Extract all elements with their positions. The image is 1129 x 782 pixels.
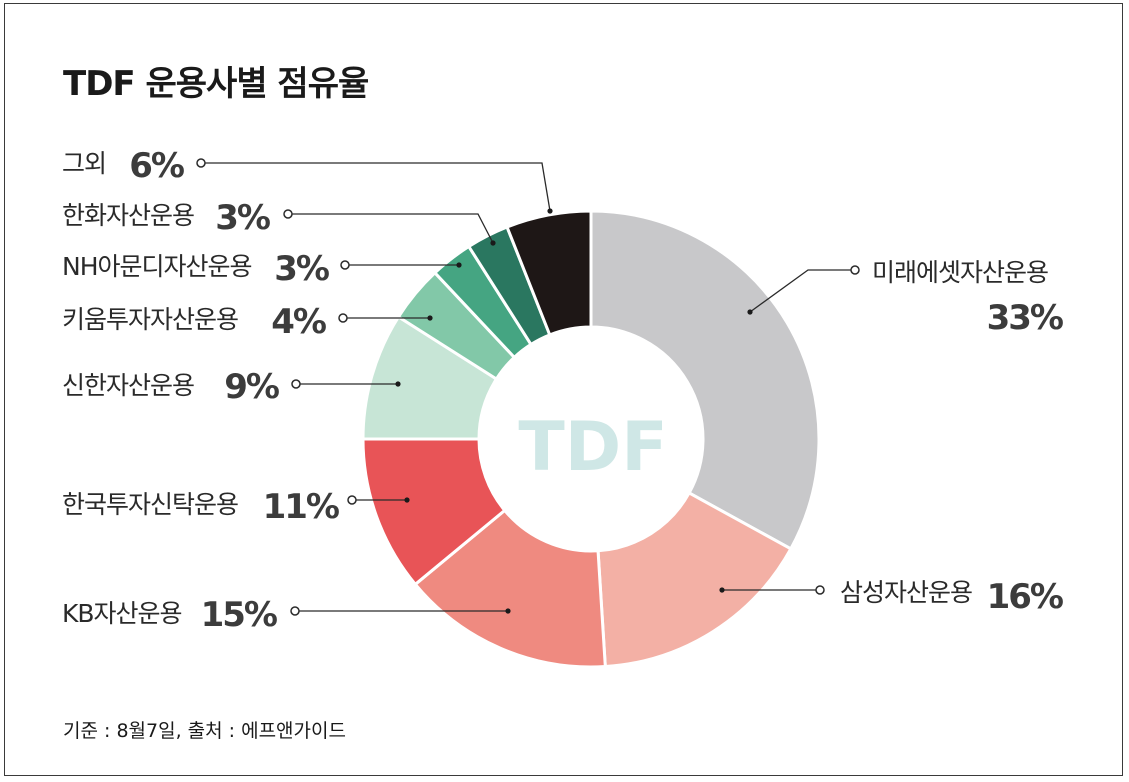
leader-end-3 (347, 495, 357, 505)
leader-anchor-6 (456, 262, 462, 268)
slice-value-7: 3% (215, 198, 270, 238)
leader-anchor-1 (719, 587, 725, 593)
slice-value-2: 15% (201, 595, 277, 635)
leader-anchor-0 (747, 309, 753, 315)
center-label: TDF (518, 408, 667, 487)
source-note: 기준 : 8월7일, 출처 : 에프앤가이드 (63, 720, 346, 742)
slice-8 (505, 209, 593, 337)
slice-label-0: 미래에셋자산운용 (872, 258, 1048, 287)
slice-value-6: 3% (274, 249, 329, 289)
leader-lines (196, 158, 860, 616)
leader-anchor-3 (404, 497, 410, 503)
slice-value-4: 9% (224, 367, 279, 407)
slice-label-3: 한국투자신탁운용 (62, 490, 238, 519)
leader-end-5 (338, 313, 348, 323)
slice-value-5: 4% (271, 302, 326, 342)
leader-end-1 (815, 585, 825, 595)
leader-anchor-5 (427, 315, 433, 321)
leader-end-6 (340, 260, 350, 270)
slice-1 (596, 490, 793, 669)
slice-label-4: 신한자산운용 (62, 371, 194, 400)
leader-end-7 (283, 209, 293, 219)
slice-labels: 미래에셋자산운용 33% 삼성자산운용 16% KB자산운용 15% 한국투자신탁운용 11%… (62, 146, 1065, 635)
slice-value-3: 11% (263, 487, 339, 527)
slice-label-8: 그외 (62, 149, 106, 178)
leader-line-0 (749, 269, 855, 313)
leader-anchor-2 (505, 608, 511, 614)
slice-group (361, 209, 821, 669)
chart-title: TDF 운용사별 점유율 (63, 64, 369, 104)
slice-label-2: KB자산운용 (62, 599, 182, 628)
leader-end-2 (290, 606, 300, 616)
leader-anchor-4 (395, 381, 401, 387)
slice-label-1: 삼성자산운용 (840, 578, 972, 607)
leader-end-0 (850, 265, 860, 275)
slice-label-5: 키움투자자산운용 (62, 305, 238, 334)
slice-2 (413, 508, 607, 669)
leader-line-8 (201, 162, 551, 212)
slice-value-1: 16% (987, 577, 1063, 617)
slice-label-7: 한화자산운용 (62, 201, 194, 230)
leader-anchor-8 (547, 208, 553, 214)
leader-anchor-7 (490, 240, 496, 246)
slice-0 (589, 209, 821, 551)
slice-label-6: NH아문디자산운용 (62, 252, 252, 281)
slice-value-8: 6% (129, 146, 184, 186)
leader-end-8 (196, 158, 206, 168)
leader-end-4 (291, 379, 301, 389)
leader-line-7 (288, 213, 494, 244)
slice-value-0: 33% (987, 298, 1063, 338)
